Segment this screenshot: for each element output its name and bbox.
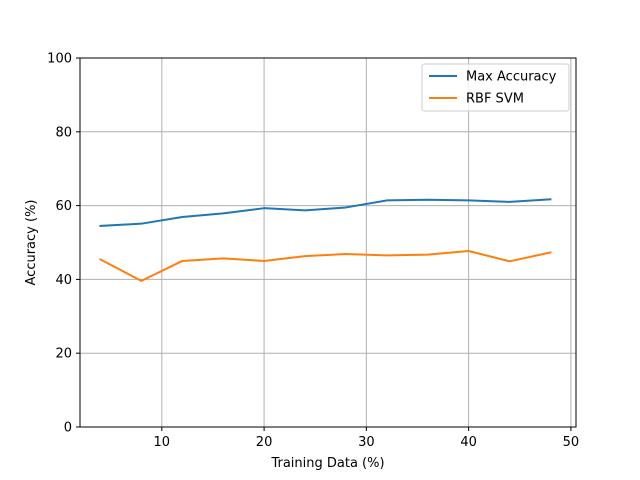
y-tick-label: 100 <box>47 52 72 67</box>
axis-ticks: 10 20 30 40 50 0 20 40 60 80 100 <box>47 52 579 451</box>
y-tick-label: 20 <box>55 347 72 362</box>
y-tick-label: 80 <box>55 125 72 140</box>
y-tick-label: 0 <box>64 421 72 436</box>
x-tick-label: 50 <box>563 435 580 450</box>
x-tick-label: 20 <box>256 435 273 450</box>
legend-box <box>421 63 570 112</box>
legend-label: Max Accuracy <box>466 70 557 85</box>
plot-frame <box>79 57 577 428</box>
series-line-1 <box>99 249 552 282</box>
x-tick-label: 30 <box>358 435 375 450</box>
legend-label: RBF SVM <box>466 92 524 107</box>
x-tick-label: 10 <box>154 435 171 450</box>
y-axis-label: Accuracy (%) <box>24 200 39 286</box>
series-line-0 <box>99 198 552 227</box>
x-axis-label: Training Data (%) <box>270 456 384 471</box>
series-lines <box>99 198 552 282</box>
x-tick-label: 40 <box>460 435 477 450</box>
y-tick-label: 60 <box>55 199 72 214</box>
grid-lines <box>80 57 576 428</box>
legend: Max Accuracy RBF SVM <box>421 63 570 112</box>
y-tick-label: 40 <box>55 273 72 288</box>
